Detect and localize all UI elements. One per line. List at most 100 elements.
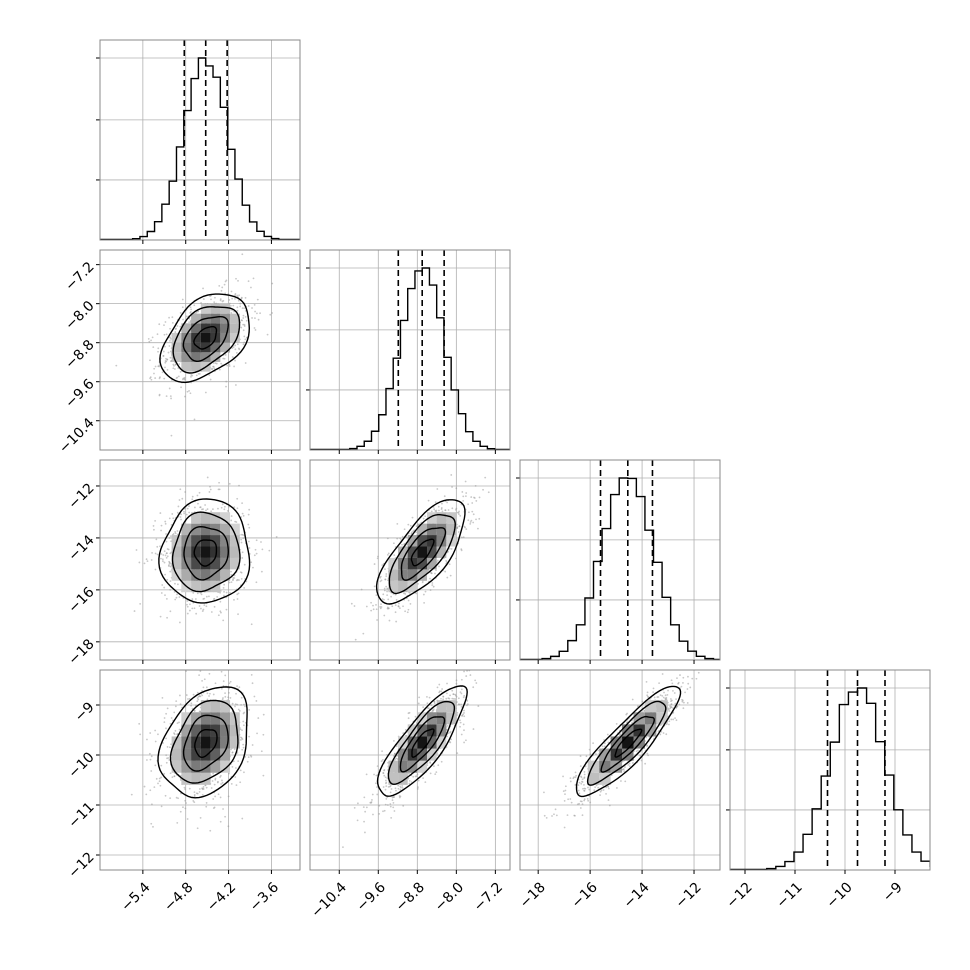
scatter-point (243, 587, 246, 589)
scatter-point (202, 298, 205, 300)
scatter-point (465, 675, 468, 677)
scatter-point (447, 509, 450, 511)
scatter-point (172, 517, 175, 520)
scatter-point (372, 608, 375, 611)
scatter-point (247, 756, 250, 759)
scatter-point (214, 778, 217, 781)
histogram-panel-2 (306, 249, 511, 454)
density-square (407, 569, 418, 581)
contour-line (410, 538, 435, 567)
scatter-point (386, 537, 389, 540)
scatter-point (169, 588, 172, 591)
scatter-point (191, 598, 194, 600)
scatter-point (187, 698, 189, 700)
scatter-point (197, 502, 199, 505)
density-square (427, 535, 437, 547)
scatter-point (221, 779, 223, 782)
scatter-point (399, 788, 402, 791)
x-tick-label: −4.2 (204, 879, 239, 914)
scatter-point (165, 556, 168, 559)
scatter-point (251, 317, 253, 319)
panel-frame (99, 39, 301, 241)
scatter-point (397, 602, 400, 605)
scatter-point (184, 807, 187, 810)
scatter-point (373, 563, 376, 565)
density-square (407, 580, 418, 593)
density-square (436, 523, 447, 536)
density-square (427, 557, 437, 570)
scatter-point (437, 764, 440, 767)
density-square (417, 736, 428, 749)
scatter-point (168, 345, 171, 347)
scatter-point (385, 781, 388, 784)
scatter-point (209, 485, 211, 488)
density-square (417, 535, 428, 547)
scatter-point (167, 351, 170, 354)
scatter-point (253, 695, 256, 698)
scatter-point (395, 757, 398, 760)
scatter-point (196, 700, 199, 703)
scatter-point (455, 679, 458, 682)
scatter-point (594, 786, 597, 789)
scatter-point (223, 590, 225, 593)
scatter-point (223, 508, 226, 511)
scatter-point (381, 564, 384, 567)
scatter-point (451, 689, 454, 692)
contour-line (193, 326, 218, 350)
scatter-point (189, 392, 192, 395)
y-tick-label: −16 (65, 584, 97, 616)
scatter-point (231, 356, 234, 358)
scatter-point (478, 496, 481, 499)
scatter-point (394, 611, 397, 614)
contour-line (400, 527, 447, 581)
scatter-point (174, 532, 177, 535)
density-square (200, 700, 211, 713)
scatter-point (153, 367, 156, 370)
scatter-point (186, 390, 189, 393)
scatter-point (198, 674, 201, 677)
scatter-point (158, 394, 161, 397)
scatter-point (242, 724, 245, 727)
scatter-point (375, 782, 377, 785)
scatter-point (241, 748, 244, 751)
scatter-point (454, 698, 457, 700)
scatter-point (149, 789, 152, 792)
scatter-point (370, 609, 373, 612)
scatter-point (385, 573, 388, 575)
scatter-point (202, 608, 205, 611)
scatter-point (377, 555, 379, 558)
scatter-point (394, 604, 397, 607)
scatter-point (242, 314, 245, 317)
scatter-point (391, 605, 394, 608)
scatter-point (154, 764, 157, 767)
scatter-point (218, 284, 221, 287)
scatter-point (371, 799, 373, 801)
scatter-point (381, 598, 384, 600)
contour-line (172, 306, 241, 374)
scatter-point (168, 564, 170, 566)
scatter-point (261, 548, 264, 551)
scatter-point (437, 505, 440, 508)
density-square (417, 748, 428, 761)
scatter-point (457, 531, 460, 533)
density-square (210, 546, 221, 558)
scatter-point (380, 603, 382, 606)
scatter-point (448, 563, 451, 566)
scatter-point (247, 513, 250, 516)
scatter-point (203, 678, 206, 681)
scatter-point (180, 518, 182, 521)
scatter-point (166, 368, 169, 371)
scatter-point (228, 772, 230, 775)
scatter-point (386, 753, 388, 756)
scatter-point (392, 740, 395, 742)
scatter-point (456, 752, 459, 755)
scatter-point (160, 529, 162, 532)
scatter-point (235, 692, 237, 695)
scatter-point (459, 721, 462, 724)
scatter-point (241, 502, 244, 505)
scatter-point (247, 540, 250, 543)
scatter-point (149, 732, 152, 734)
scatter-point (220, 362, 223, 365)
density-square (181, 712, 192, 725)
scatter-point (450, 474, 453, 476)
